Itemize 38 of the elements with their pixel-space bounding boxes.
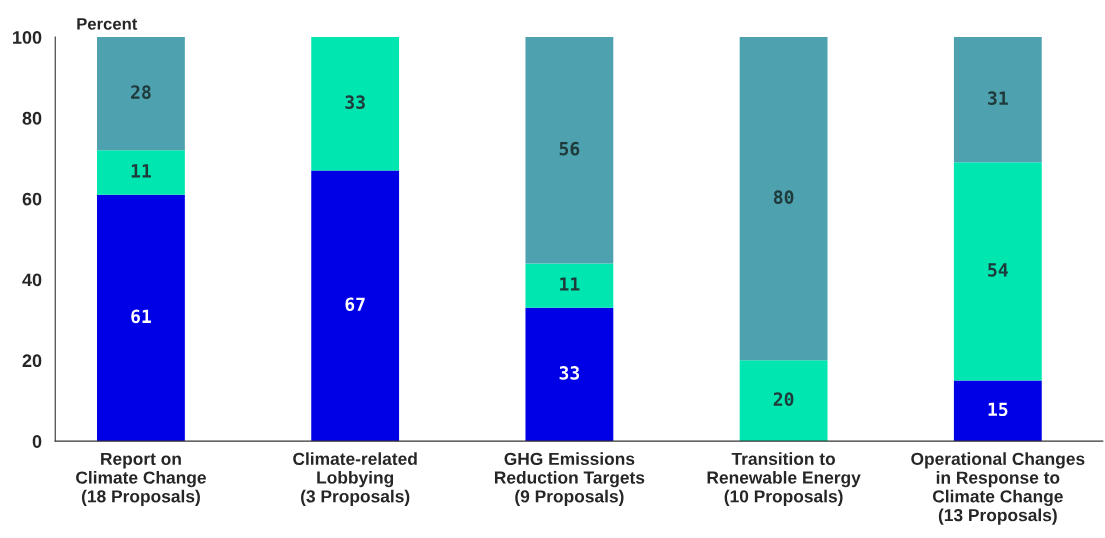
x-tick-label: Report on Climate Change (18 Proposals) [76,452,206,506]
x-tick-label: Transition to Renewable Energy (10 Proposals) [707,452,861,506]
bar [953,380,1042,442]
data-label: 61 [131,309,151,324]
bar [739,360,828,442]
data-label: 31 [988,91,1008,105]
y-axis-title: Percent [77,18,138,30]
x-tick-label: Climate-related Lobbying (3 Proposals) [293,452,417,506]
y-tick-label: 0 [32,435,42,448]
x-tick-label: Operational Changes in Response to Climate Change (13 Proposals) [911,452,1085,525]
y-tick-label: 80 [22,111,42,125]
data-label: 11 [131,164,151,178]
bar [525,307,614,442]
bar [953,162,1042,381]
y-tick-label: 60 [22,192,42,206]
y-tick-label: 20 [22,354,42,368]
data-label: 33 [345,95,365,110]
bar [97,194,185,442]
data-label: 56 [559,141,580,156]
data-label: 11 [560,277,580,291]
y-tick-label: 100 [13,31,42,44]
bar [97,150,185,195]
bar [525,263,614,308]
bar [311,170,400,442]
bar [953,37,1042,163]
data-label: 54 [988,263,1008,277]
data-label: 20 [773,392,794,406]
data-label: 15 [988,402,1008,417]
data-label: 28 [131,85,151,99]
data-label: 33 [559,366,580,380]
x-tick-label: GHG Emissions Reduction Targets (9 Proposals) [494,452,645,506]
bar [311,37,400,171]
y-tick-label: 40 [22,273,42,287]
data-label: 67 [345,297,365,312]
data-label: 80 [773,190,794,204]
bar [525,37,614,264]
bar [739,37,828,361]
bar [97,37,185,151]
